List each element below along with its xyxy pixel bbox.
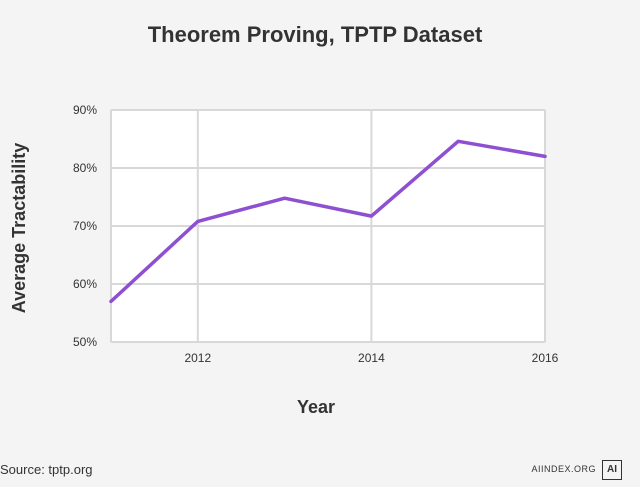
y-tick-label: 60% bbox=[73, 277, 97, 291]
series-line bbox=[109, 139, 547, 304]
y-tick-label: 90% bbox=[73, 103, 97, 117]
ai-logo-icon: AI bbox=[602, 460, 622, 480]
x-axis-ticks: 2012 2014 2016 bbox=[184, 351, 558, 365]
y-axis-label: Average Tractability bbox=[9, 143, 29, 313]
series-group bbox=[109, 139, 547, 304]
y-tick-label: 80% bbox=[73, 161, 97, 175]
x-axis-label: Year bbox=[297, 397, 335, 417]
chart-title: Theorem Proving, TPTP Dataset bbox=[148, 22, 483, 47]
x-tick-label: 2014 bbox=[358, 351, 385, 365]
grid-lines bbox=[110, 109, 546, 343]
x-tick-label: 2012 bbox=[184, 351, 211, 365]
y-tick-label: 70% bbox=[73, 219, 97, 233]
x-tick-label: 2016 bbox=[532, 351, 559, 365]
source-note: Source: tptp.org bbox=[0, 462, 93, 477]
y-tick-label: 50% bbox=[73, 335, 97, 349]
credit-text: AIINDEX.ORG bbox=[531, 464, 596, 474]
y-axis-ticks: 50% 60% 70% 80% 90% bbox=[73, 103, 97, 349]
